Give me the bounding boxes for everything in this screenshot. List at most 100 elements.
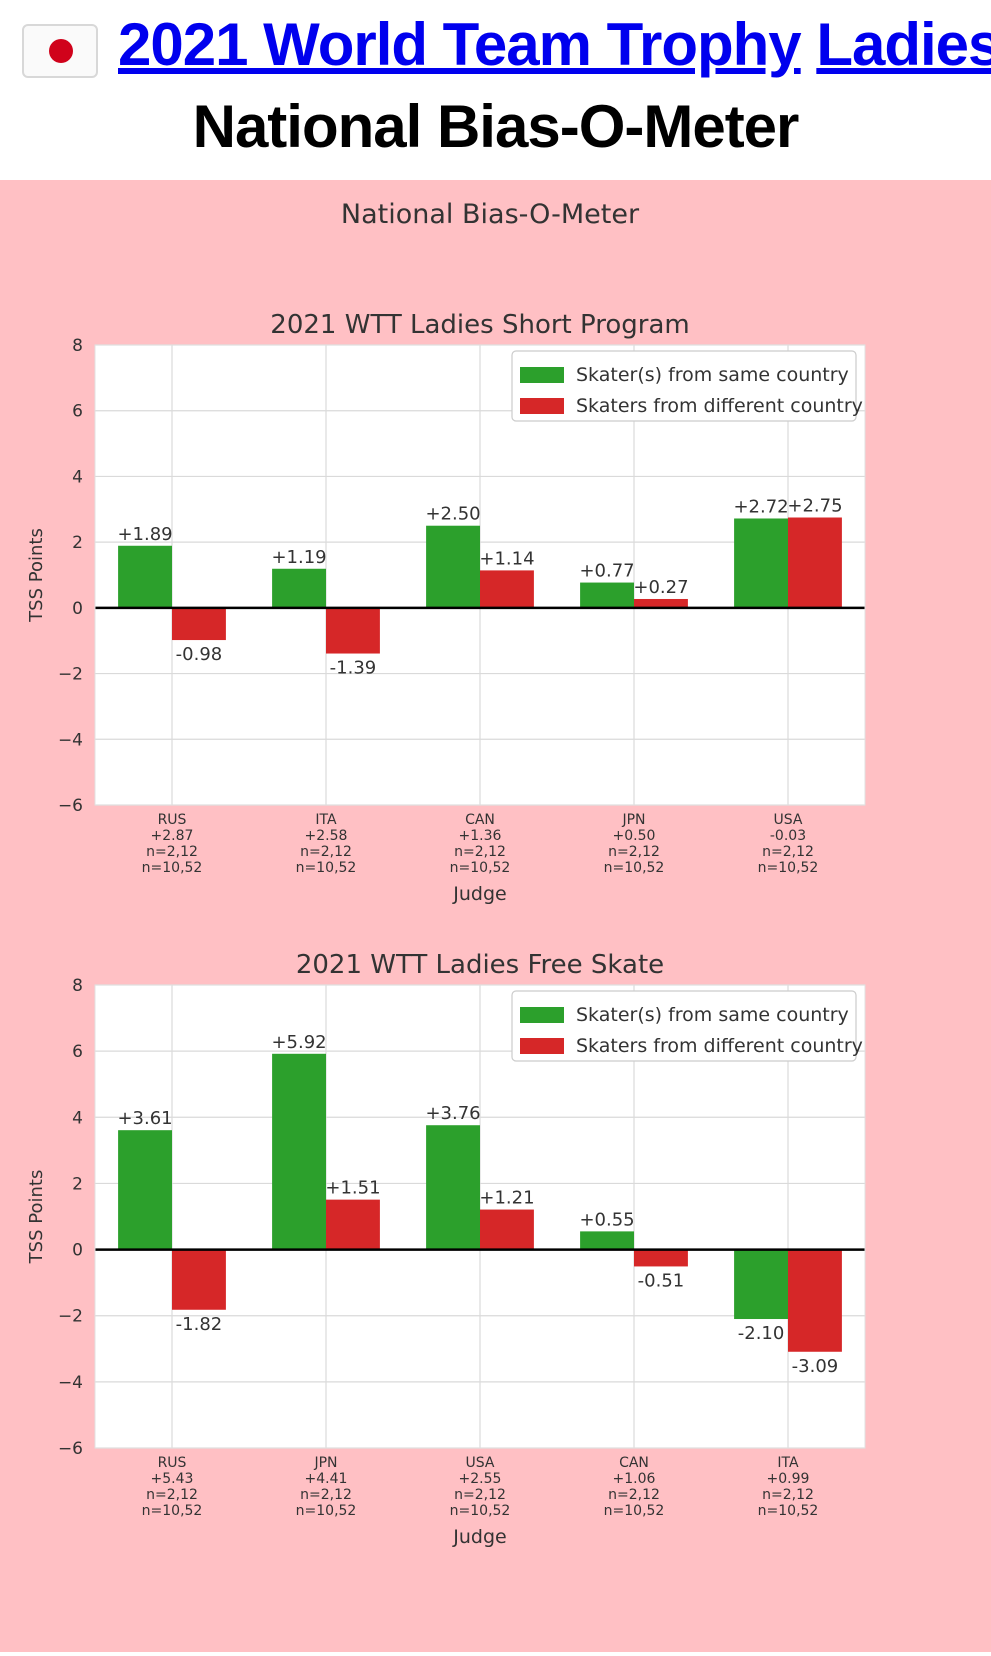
bar-same-country [118, 545, 172, 608]
bar-value-label: -1.39 [330, 658, 377, 679]
bar-same-country [272, 1053, 326, 1250]
y-tick-label: 4 [72, 1108, 83, 1128]
bar-different-country [480, 570, 534, 608]
x-tick-sublabel: n=10,52 [296, 860, 357, 876]
bar-same-country [426, 1125, 480, 1250]
bar-value-label: +1.51 [325, 1178, 380, 1199]
chart-canvas: National Bias-O-Meter 2021 WTT Ladies Sh… [26, 199, 866, 1548]
bar-different-country [788, 517, 842, 608]
event-title-link[interactable]: 2021 World Team Trophy [118, 11, 802, 78]
bar-same-country [272, 568, 326, 608]
y-tick-label: 2 [72, 1174, 83, 1194]
x-tick-label: JPN [621, 812, 645, 828]
bar-value-label: +1.14 [479, 548, 534, 569]
legend-entry: Skaters from different country [576, 1035, 863, 1057]
y-axis-label: TSS Points [26, 1170, 47, 1265]
bar-value-label: -2.10 [738, 1323, 785, 1344]
bar-same-country [580, 582, 634, 608]
bar-value-label: -3.09 [792, 1356, 839, 1377]
bar-different-country [634, 1249, 688, 1267]
bar-value-label: -0.98 [176, 644, 223, 665]
x-tick-sublabel: n=10,52 [142, 860, 203, 876]
chart-title: 2021 WTT Ladies Short Program [270, 310, 689, 340]
x-tick-sublabel: n=10,52 [604, 860, 665, 876]
y-tick-label: 4 [72, 467, 83, 487]
x-axis-label: Judge [452, 883, 506, 905]
figure-title: National Bias-O-Meter [341, 199, 640, 230]
y-axis-label: TSS Points [26, 528, 47, 623]
bar-different-country [326, 1199, 380, 1250]
x-tick-sublabel: n=10,52 [142, 1503, 203, 1519]
x-tick-sublabel: +0.50 [613, 828, 656, 844]
bar-value-label: +0.77 [579, 561, 634, 582]
x-tick-sublabel: n=10,52 [758, 1503, 819, 1519]
bar-different-country [634, 598, 688, 608]
x-tick-label: CAN [619, 1455, 649, 1471]
page-title: 2021 World Team Trophy Ladies [118, 10, 991, 79]
x-tick-sublabel: +0.99 [767, 1471, 810, 1487]
japan-flag-icon [22, 24, 98, 78]
legend-swatch [520, 398, 564, 414]
bar-value-label: +2.72 [733, 496, 788, 517]
plot-frame [94, 984, 866, 1449]
bar-same-country [580, 1231, 634, 1250]
chart-title: 2021 WTT Ladies Free Skate [296, 950, 664, 980]
y-tick-label: −2 [58, 1307, 83, 1327]
y-tick-label: 0 [72, 599, 83, 619]
x-tick-label: CAN [465, 812, 495, 828]
bar-value-label: +5.92 [271, 1032, 326, 1053]
legend-swatch [520, 1007, 564, 1023]
x-tick-label: RUS [158, 812, 187, 828]
y-tick-label: 8 [72, 336, 83, 356]
legend-swatch [520, 367, 564, 383]
x-tick-label: USA [466, 1455, 495, 1471]
x-tick-sublabel: n=10,52 [296, 1503, 357, 1519]
x-tick-sublabel: +1.06 [613, 1471, 656, 1487]
x-tick-sublabel: +4.41 [305, 1471, 348, 1487]
bar-value-label: -0.51 [638, 1270, 685, 1291]
legend-entry: Skater(s) from same country [576, 1004, 849, 1026]
x-tick-sublabel: n=2,12 [454, 844, 506, 860]
y-tick-label: 6 [72, 1042, 83, 1062]
bar-value-label: -1.82 [176, 1314, 223, 1335]
bar-same-country [734, 518, 788, 608]
bar-different-country [788, 1249, 842, 1352]
x-tick-label: JPN [313, 1455, 337, 1471]
x-tick-sublabel: n=10,52 [450, 860, 511, 876]
x-tick-sublabel: +5.43 [151, 1471, 194, 1487]
bar-value-label: +0.27 [633, 577, 688, 598]
bar-value-label: +0.55 [579, 1209, 634, 1230]
bar-value-label: +1.21 [479, 1188, 534, 1209]
bar-value-label: +3.76 [425, 1103, 480, 1124]
x-tick-sublabel: n=2,12 [762, 1487, 814, 1503]
x-tick-sublabel: n=10,52 [758, 860, 819, 876]
x-tick-sublabel: n=2,12 [146, 844, 198, 860]
x-tick-sublabel: n=2,12 [608, 844, 660, 860]
bar-value-label: +1.19 [271, 547, 326, 568]
x-tick-sublabel: +1.36 [459, 828, 502, 844]
page-header: 2021 World Team Trophy Ladies National B… [0, 0, 991, 180]
legend-entry: Skater(s) from same country [576, 364, 849, 386]
y-tick-label: 6 [72, 402, 83, 422]
category-title-link[interactable]: Ladies [816, 11, 991, 78]
legend-box [511, 350, 857, 422]
y-tick-label: −4 [58, 730, 83, 750]
x-tick-sublabel: n=2,12 [300, 1487, 352, 1503]
x-tick-label: ITA [777, 1455, 799, 1471]
bar-same-country [734, 1249, 788, 1320]
x-tick-sublabel: n=2,12 [762, 844, 814, 860]
chart-figure: National Bias-O-Meter 2021 WTT Ladies Sh… [0, 180, 991, 1652]
x-tick-sublabel: n=2,12 [300, 844, 352, 860]
x-axis-label: Judge [452, 1526, 506, 1548]
bar-value-label: +3.61 [117, 1108, 172, 1129]
plot-frame [94, 344, 866, 806]
x-tick-sublabel: +2.58 [305, 828, 348, 844]
bar-different-country [326, 607, 380, 654]
y-tick-label: 0 [72, 1241, 83, 1261]
bar-value-label: +2.50 [425, 504, 480, 525]
x-tick-label: RUS [158, 1455, 187, 1471]
y-tick-label: 2 [72, 533, 83, 553]
bar-different-country [172, 1249, 226, 1310]
x-tick-sublabel: n=2,12 [454, 1487, 506, 1503]
y-tick-label: −6 [58, 1439, 83, 1459]
